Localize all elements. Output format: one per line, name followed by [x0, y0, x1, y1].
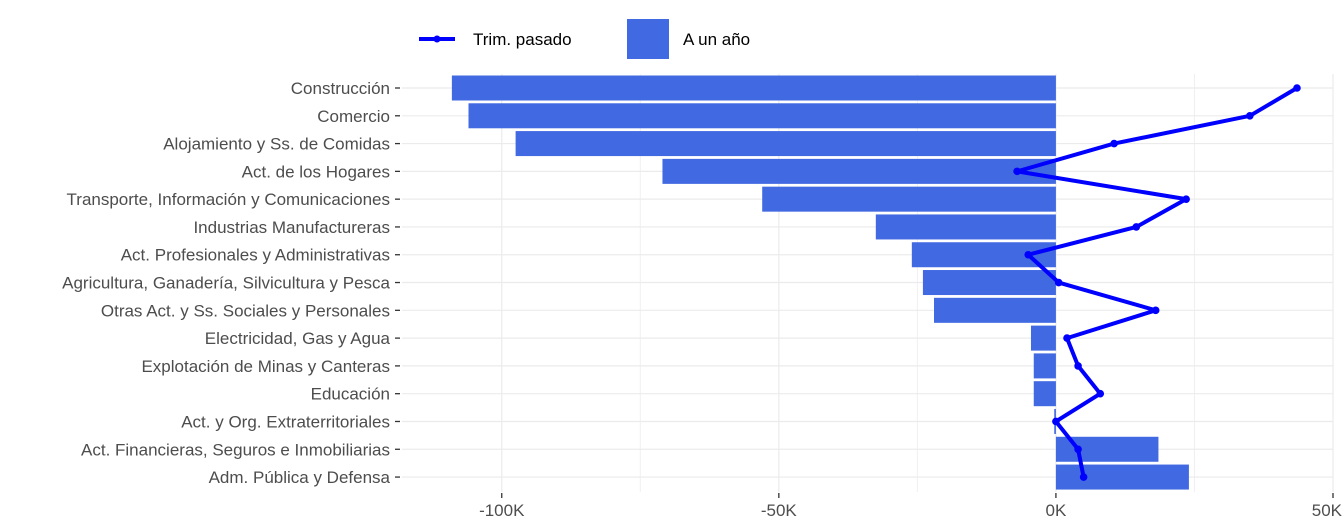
- legend-label-bar: A un año: [683, 30, 750, 49]
- y-tick-label: Act. y Org. Extraterritoriales: [181, 412, 390, 431]
- y-tick-label: Agricultura, Ganadería, Silvicultura y P…: [62, 274, 390, 293]
- x-axis: -100K -50K 0K 50K: [479, 493, 1343, 520]
- y-tick-label: Transporte, Información y Comunicaciones: [67, 190, 390, 209]
- x-tick-label: -100K: [479, 501, 525, 520]
- line-point: [1063, 334, 1071, 342]
- bar: [934, 297, 1056, 323]
- line-point: [1293, 84, 1301, 92]
- line-point: [1246, 111, 1254, 120]
- line-point: [1013, 167, 1021, 176]
- y-tick-label: Electricidad, Gas y Agua: [205, 329, 391, 348]
- y-tick-label: Construcción: [291, 79, 390, 98]
- y-tick-label: Act. Financieras, Seguros e Inmobiliaria…: [81, 440, 390, 459]
- x-tick-label: 0K: [1046, 501, 1067, 520]
- bar: [1055, 464, 1189, 490]
- legend-line-marker: [433, 35, 441, 43]
- line-point: [1074, 362, 1082, 370]
- y-tick-label: Adm. Pública y Defensa: [209, 468, 391, 487]
- legend-bar-swatch: [627, 19, 669, 59]
- bar-series: [451, 75, 1189, 490]
- bar: [1033, 353, 1056, 379]
- legend-item-bar: A un año: [627, 19, 750, 59]
- line-point: [1110, 139, 1118, 148]
- y-tick-label: Educación: [311, 385, 390, 404]
- x-tick-label: 50K: [1312, 501, 1343, 520]
- y-tick-label: Act. de los Hogares: [242, 162, 390, 181]
- y-tick-label: Comercio: [317, 107, 390, 126]
- bar: [922, 270, 1056, 296]
- line-point: [1074, 445, 1082, 454]
- bar: [451, 75, 1056, 101]
- y-tick-label: Industrias Manufactureras: [193, 218, 390, 237]
- y-axis: Construcción Comercio Alojamiento y Ss. de…: [62, 79, 400, 487]
- bar: [1033, 381, 1056, 407]
- bar: [662, 158, 1056, 184]
- line-point: [1096, 389, 1105, 398]
- legend-item-line: Trim. pasado: [419, 30, 572, 49]
- line-point: [1079, 473, 1088, 481]
- y-tick-label: Act. Profesionales y Administrativas: [121, 246, 390, 265]
- y-tick-label: Alojamiento y Ss. de Comidas: [163, 135, 390, 154]
- x-tick-label: -50K: [761, 501, 798, 520]
- line-point: [1151, 306, 1160, 315]
- bar: [468, 103, 1056, 129]
- line-point: [1052, 417, 1060, 426]
- line-point: [1054, 278, 1063, 287]
- bar: [875, 214, 1056, 240]
- legend-label-line: Trim. pasado: [473, 30, 572, 49]
- y-tick-label: Otras Act. y Ss. Sociales y Personales: [101, 301, 390, 320]
- bar: [515, 131, 1056, 157]
- bar: [1030, 325, 1056, 351]
- line-point: [1182, 195, 1190, 203]
- line-point: [1024, 250, 1033, 259]
- bar: [762, 186, 1056, 212]
- y-tick-label: Explotación de Minas y Canteras: [141, 357, 390, 376]
- line-point: [1132, 223, 1141, 231]
- legend: Trim. pasado A un año: [419, 19, 750, 59]
- line-series: [1013, 84, 1301, 481]
